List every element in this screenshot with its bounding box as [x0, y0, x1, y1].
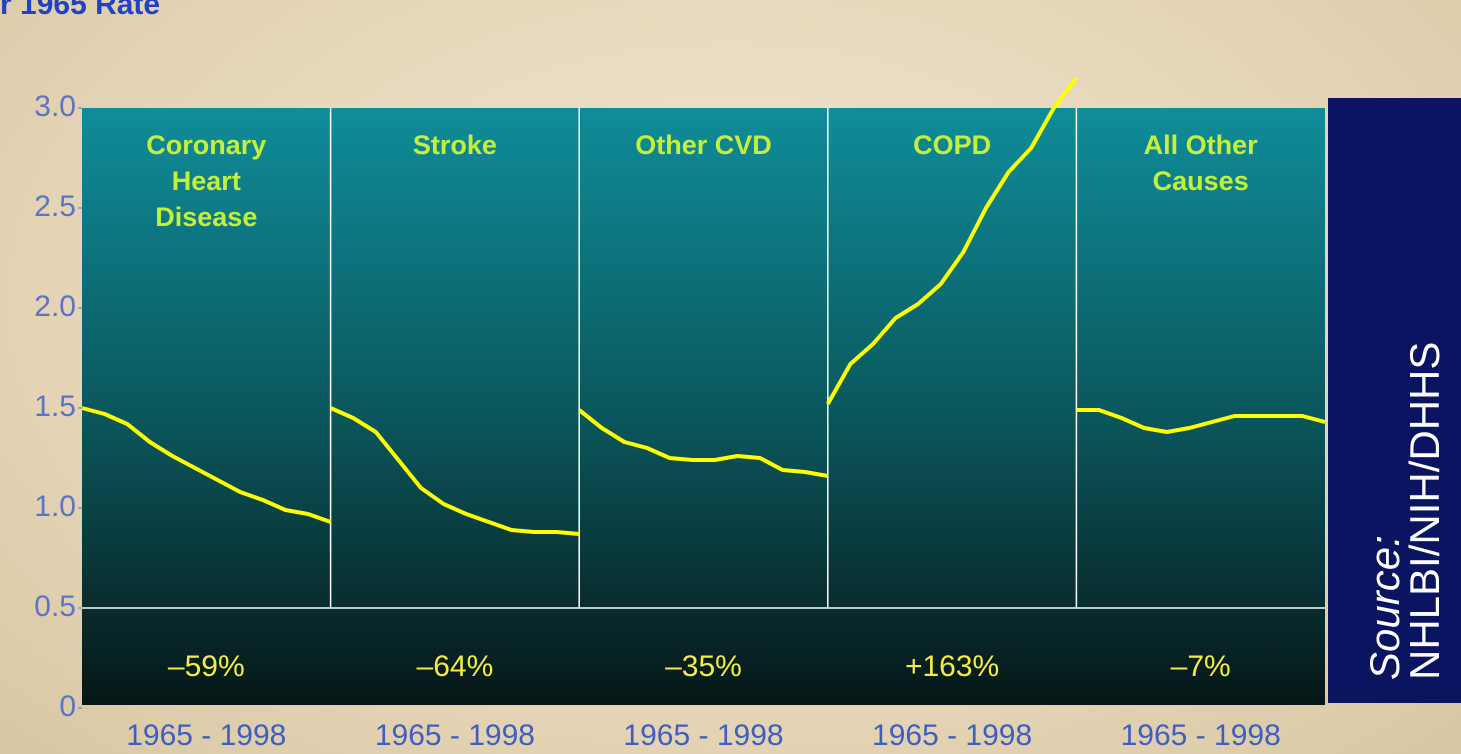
y-tick-label: 0.5	[34, 590, 76, 623]
y-tick-label: 2.0	[34, 290, 76, 323]
source-box	[1328, 98, 1461, 703]
chart-title: r 1965 Rate	[0, 0, 160, 21]
change-label: –64%	[417, 650, 494, 683]
y-tick-label: 1.0	[34, 490, 76, 523]
series-line	[1076, 408, 1326, 434]
x-axis-label: 1965 - 1998	[126, 719, 286, 752]
y-tick-label: 2.5	[34, 190, 76, 223]
panel-title: All Other Causes	[1143, 130, 1258, 196]
series-line	[329, 406, 580, 536]
x-axis-label: 1965 - 1998	[375, 719, 535, 752]
change-label: –59%	[168, 650, 245, 683]
series-line	[81, 406, 332, 524]
y-tick-label: 1.5	[34, 390, 76, 423]
y-tick-label: 0	[59, 690, 76, 723]
panel-title: Stroke	[412, 130, 497, 160]
change-label: –35%	[665, 650, 742, 683]
panel-title: Coronary Heart Disease	[146, 130, 267, 232]
source-text: NHLBI/NIH/DHHS	[1401, 342, 1448, 680]
series-line	[577, 408, 829, 478]
change-label: +163%	[905, 650, 999, 683]
x-axis-label: 1965 - 1998	[872, 719, 1032, 752]
panel-title: Other CVD	[635, 130, 772, 160]
change-label: –7%	[1171, 650, 1231, 683]
y-tick-label: 3.0	[34, 90, 76, 123]
panel-title: COPD	[913, 130, 992, 160]
source-label: Source:	[1361, 535, 1408, 680]
plot-area	[82, 108, 1325, 705]
series-line	[826, 76, 1078, 405]
x-axis-label: 1965 - 1998	[623, 719, 783, 752]
x-axis-label: 1965 - 1998	[1121, 719, 1281, 752]
